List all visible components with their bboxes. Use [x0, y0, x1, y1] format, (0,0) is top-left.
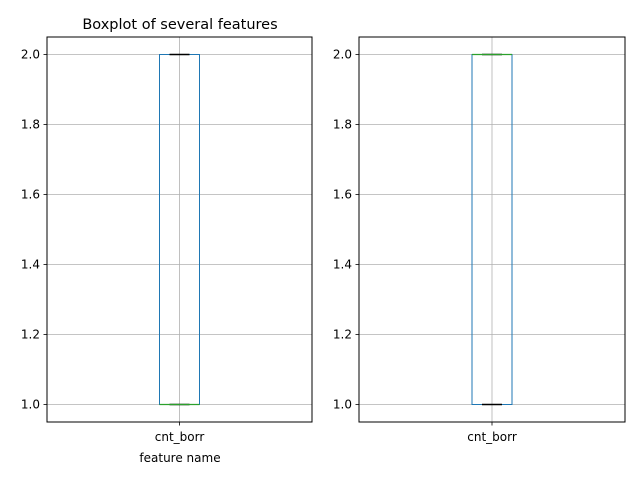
right-y-tick-label: 1.8 [333, 118, 352, 132]
right-panel: 1.0 1.2 1.4 1.6 1.8 2.0 cnt_borr [333, 36, 626, 444]
right-grid [359, 37, 625, 422]
left-y-tick-label: 1.8 [21, 118, 40, 132]
right-y-tick-label: 1.0 [333, 398, 352, 412]
left-panel: 1.0 1.2 1.4 1.6 1.8 2.0 cnt_borr Boxplot of s… [21, 17, 313, 465]
right-y-tick-label: 1.4 [333, 258, 352, 272]
left-y-tick-label: 1.6 [21, 188, 40, 202]
left-x-tick-label: cnt_borr [155, 430, 205, 444]
right-x-ticks: cnt_borr [467, 422, 517, 444]
left-y-tick-label: 2.0 [21, 48, 40, 62]
left-x-axis-title: feature name [139, 451, 220, 465]
right-x-tick-label: cnt_borr [467, 430, 517, 444]
left-plot-area [159, 53, 200, 406]
left-y-ticks: 1.0 1.2 1.4 1.6 1.8 2.0 [21, 48, 47, 412]
left-y-tick-label: 1.2 [21, 328, 40, 342]
left-y-tick-label: 1.0 [21, 398, 40, 412]
right-y-tick-label: 2.0 [333, 48, 352, 62]
left-x-ticks: cnt_borr [155, 422, 205, 444]
right-y-ticks: 1.0 1.2 1.4 1.6 1.8 2.0 [333, 48, 359, 412]
left-y-tick-label: 1.4 [21, 258, 40, 272]
right-plot-area [471, 53, 513, 406]
right-y-tick-label: 1.2 [333, 328, 352, 342]
right-y-tick-label: 1.6 [333, 188, 352, 202]
left-chart-title: Boxplot of several features [82, 17, 277, 33]
